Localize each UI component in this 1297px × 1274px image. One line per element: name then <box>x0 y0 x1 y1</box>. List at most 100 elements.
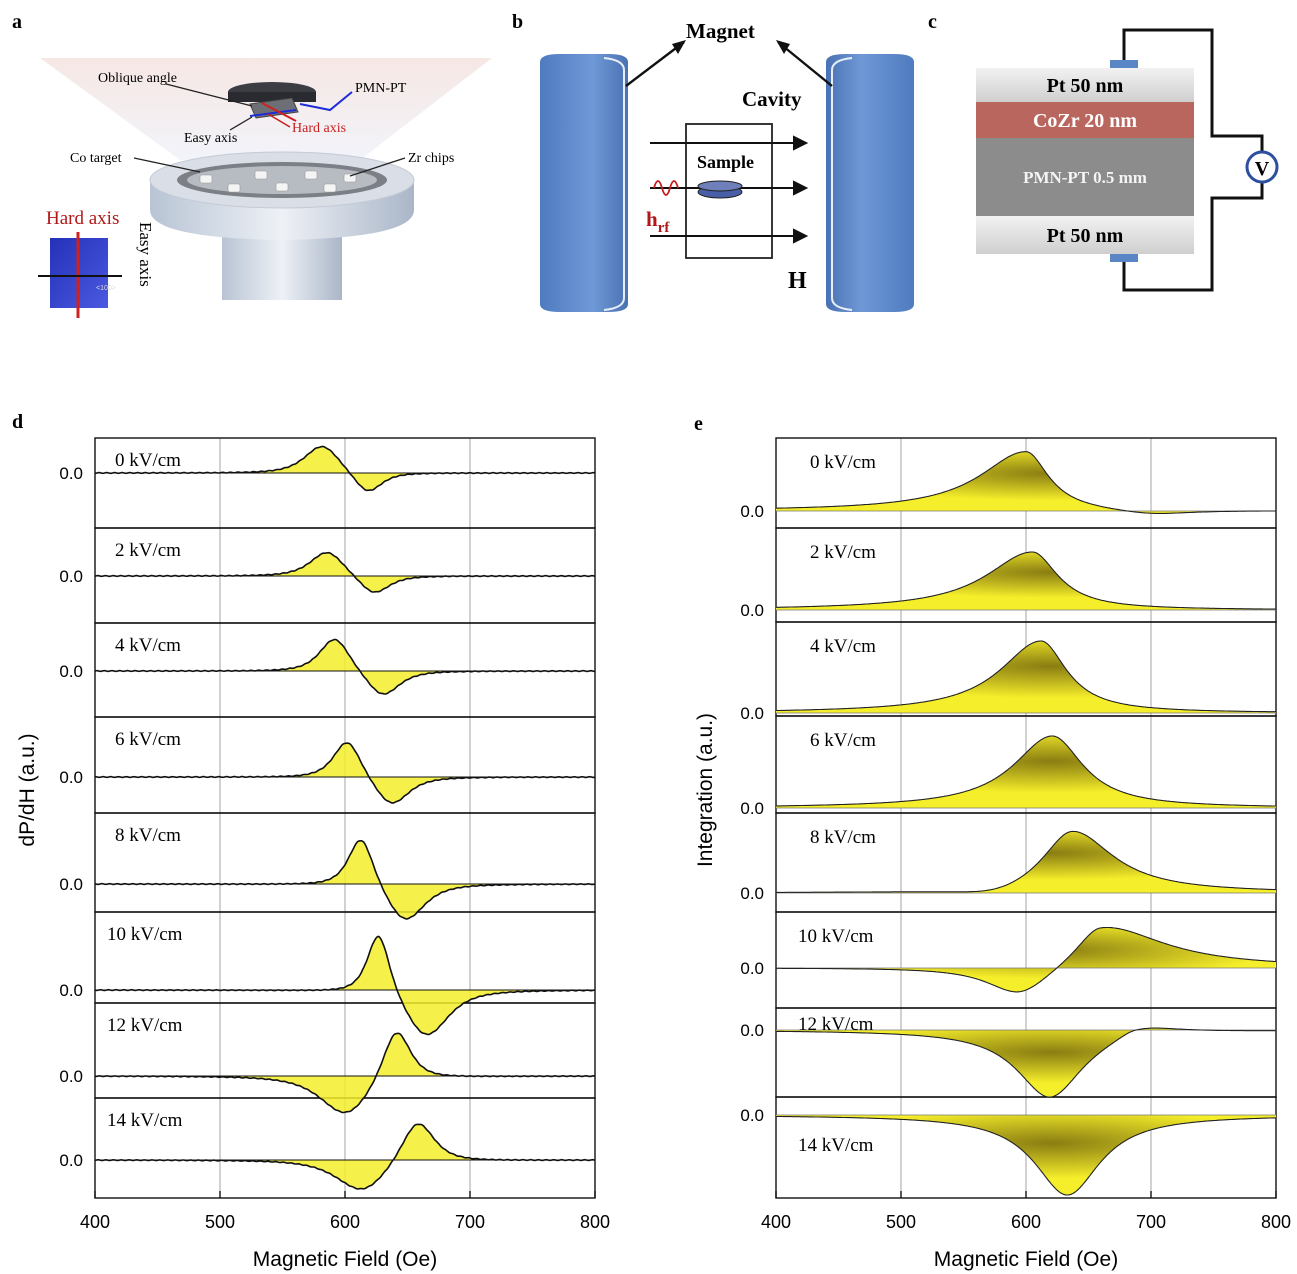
d-x-tick-label: 700 <box>455 1212 485 1232</box>
d-series-label: 2 kV/cm <box>115 540 181 561</box>
d-y-tick-label: 0.0 <box>59 875 83 894</box>
panel-label-c: c <box>928 11 937 33</box>
label-co-target: Co target <box>70 151 122 166</box>
d-x-tick-label: 600 <box>330 1212 360 1232</box>
label-magnet: Magnet <box>686 19 755 43</box>
easy-axis-arrow <box>249 109 297 117</box>
d-trace-line <box>95 935 595 1036</box>
inset-hard-axis: Hard axis <box>46 208 119 229</box>
e-y-tick-label: 0.0 <box>740 1021 764 1040</box>
e-trace-fill <box>776 1115 1276 1195</box>
panel-a: a Oblique angle PMN-PT Hard axis Ea <box>12 11 492 318</box>
layer-pmnpt <box>976 138 1194 216</box>
contact-top <box>1110 60 1138 70</box>
d-trace-line <box>95 445 595 492</box>
d-y-tick-label: 0.0 <box>59 981 83 1000</box>
d-x-tick-label: 500 <box>205 1212 235 1232</box>
e-trace-line <box>776 451 1276 514</box>
d-series-label: 10 kV/cm <box>107 924 183 945</box>
label-h-field: H <box>788 268 807 294</box>
d-trace-line <box>95 1123 595 1190</box>
axis-inset: Hard axis <100> Easy axis <box>38 208 155 318</box>
d-series-label: 0 kV/cm <box>115 450 181 471</box>
d-y-tick-label: 0.0 <box>59 768 83 787</box>
e-trace-line <box>776 1115 1276 1196</box>
e-trace-line <box>776 926 1276 993</box>
layer-cozr <box>976 102 1194 138</box>
e-y-tick-label: 0.0 <box>740 704 764 723</box>
inset-easy-axis: Easy axis <box>136 222 155 287</box>
layer-pt-top <box>976 68 1194 102</box>
e-series-label: 12 kV/cm <box>798 1014 874 1035</box>
e-trace-line <box>776 1027 1276 1098</box>
magnet-left <box>540 54 628 312</box>
d-trace-line <box>95 638 595 695</box>
d-trace-line <box>95 1032 595 1114</box>
d-series-label: 4 kV/cm <box>115 635 181 656</box>
d-x-tick-label: 800 <box>580 1212 610 1232</box>
label-cavity: Cavity <box>742 87 802 111</box>
label-cozr: CoZr 20 nm <box>1033 110 1137 132</box>
d-series-label: 12 kV/cm <box>107 1015 183 1036</box>
e-trace-line <box>776 551 1276 610</box>
d-trace-fill <box>95 1124 595 1189</box>
e-series-label: 6 kV/cm <box>810 730 876 751</box>
e-trace-fill <box>776 831 1276 893</box>
e-trace-fill <box>776 451 1276 514</box>
e-y-axis-label: Integration (a.u.) <box>694 713 717 867</box>
label-hrf: hrf <box>646 207 670 236</box>
e-x-tick-label: 500 <box>886 1212 916 1232</box>
d-trace-fill <box>95 840 595 919</box>
label-oblique-angle: Oblique angle <box>98 71 177 86</box>
label-pt-top: Pt 50 nm <box>1047 75 1124 97</box>
panel-label-b: b <box>512 11 523 33</box>
zr-chips <box>199 170 357 193</box>
d-series-label: 14 kV/cm <box>107 1110 183 1131</box>
d-traces <box>95 445 595 1190</box>
e-x-tick-label: 400 <box>761 1212 791 1232</box>
d-y-tick-label: 0.0 <box>59 464 83 483</box>
e-trace-fill <box>776 641 1276 713</box>
rf-wave <box>653 180 679 196</box>
d-trace-fill <box>95 743 595 803</box>
d-trace-line <box>95 551 595 593</box>
e-x-tick-label: 600 <box>1011 1212 1041 1232</box>
e-series-label: 10 kV/cm <box>798 926 874 947</box>
e-y-tick-label: 0.0 <box>740 601 764 620</box>
e-series-label: 14 kV/cm <box>798 1135 874 1156</box>
e-trace-line <box>776 640 1276 713</box>
d-y-tick-label: 0.0 <box>59 662 83 681</box>
d-series-label: 8 kV/cm <box>115 825 181 846</box>
label-zr-chips: Zr chips <box>408 151 454 166</box>
panel-b: b Magnet Cavity Sample hrf H <box>512 11 914 312</box>
e-series-label: 8 kV/cm <box>810 827 876 848</box>
d-series-label: 6 kV/cm <box>115 729 181 750</box>
e-trace-fill <box>776 1028 1276 1098</box>
label-pt-bottom: Pt 50 nm <box>1047 225 1124 247</box>
d-trace-fill <box>95 639 595 694</box>
e-trace-line <box>776 830 1276 893</box>
substrate-holder-side <box>228 92 316 102</box>
e-y-tick-label: 0.0 <box>740 502 764 521</box>
panel-d: d 400 500 600 700 800 0.0 0 kV/cm 0.0 2 kV/cm 0.0… <box>12 411 610 1271</box>
layer-pt-bottom <box>976 216 1194 254</box>
e-x-axis-label: Magnetic Field (Oe) <box>934 1248 1118 1271</box>
e-trace-line <box>776 735 1276 807</box>
field-arrows <box>650 135 809 244</box>
hard-axis-arrow <box>261 102 297 122</box>
d-y-tick-label: 0.0 <box>59 1067 83 1086</box>
d-x-tick-label: 400 <box>80 1212 110 1232</box>
e-traces <box>776 451 1276 1196</box>
label-pmnpt: PMN-PT 0.5 mm <box>1023 168 1147 187</box>
wire-bottom <box>1122 182 1264 292</box>
d-trace-fill <box>95 1033 595 1113</box>
d-trace-line <box>95 840 595 920</box>
label-pmn-pt: PMN-PT <box>355 81 407 96</box>
d-y-tick-label: 0.0 <box>59 567 83 586</box>
label-easy-axis: Easy axis <box>184 131 237 146</box>
panel-label-d: d <box>12 411 23 433</box>
e-y-tick-label: 0.0 <box>740 799 764 818</box>
panel-label-e: e <box>694 413 703 435</box>
e-y-tick-label: 0.0 <box>740 959 764 978</box>
d-x-axis-label: Magnetic Field (Oe) <box>253 1248 437 1271</box>
